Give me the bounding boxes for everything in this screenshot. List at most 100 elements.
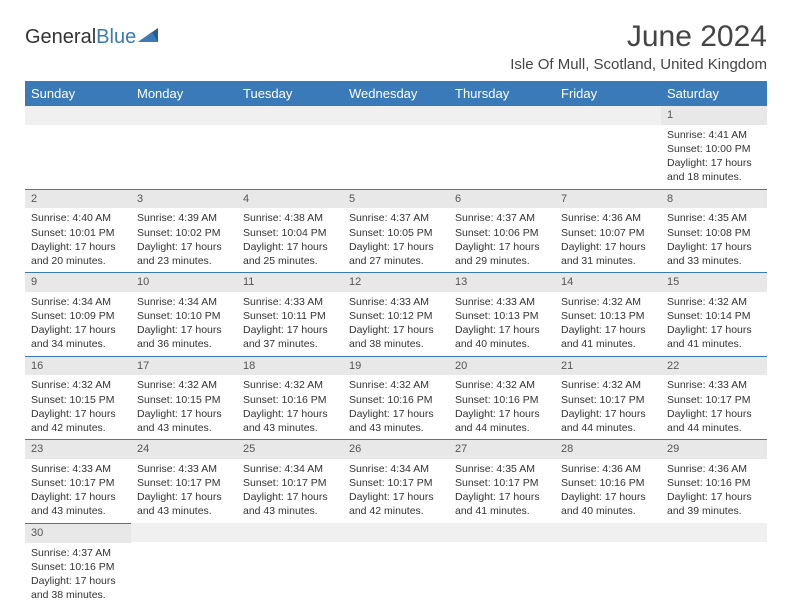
day-line: Sunset: 10:09 PM xyxy=(31,309,125,323)
day-number xyxy=(449,106,555,125)
day-line: Daylight: 17 hours xyxy=(349,407,443,421)
day-number: 28 xyxy=(555,440,661,459)
day-body: Sunrise: 4:32 AMSunset: 10:13 PMDaylight… xyxy=(555,292,661,356)
day-number: 10 xyxy=(131,273,237,292)
day-line: Sunset: 10:05 PM xyxy=(349,226,443,240)
day-line: and 33 minutes. xyxy=(667,254,761,268)
day-body: Sunrise: 4:35 AMSunset: 10:17 PMDaylight… xyxy=(449,459,555,523)
day-line: Sunset: 10:16 PM xyxy=(455,393,549,407)
calendar-day: 30Sunrise: 4:37 AMSunset: 10:16 PMDaylig… xyxy=(25,523,131,606)
day-body: Sunrise: 4:37 AMSunset: 10:16 PMDaylight… xyxy=(25,543,131,607)
day-line: Daylight: 17 hours xyxy=(561,240,655,254)
day-number: 12 xyxy=(343,273,449,292)
day-line: and 29 minutes. xyxy=(455,254,549,268)
calendar-day: 18Sunrise: 4:32 AMSunset: 10:16 PMDaylig… xyxy=(237,356,343,440)
day-line: Sunrise: 4:33 AM xyxy=(137,462,231,476)
day-line: Daylight: 17 hours xyxy=(137,407,231,421)
calendar-day xyxy=(343,523,449,606)
day-body: Sunrise: 4:40 AMSunset: 10:01 PMDaylight… xyxy=(25,208,131,272)
day-line: Sunrise: 4:40 AM xyxy=(31,211,125,225)
day-line: Sunrise: 4:36 AM xyxy=(667,462,761,476)
calendar-day: 13Sunrise: 4:33 AMSunset: 10:13 PMDaylig… xyxy=(449,273,555,357)
day-body: Sunrise: 4:33 AMSunset: 10:17 PMDaylight… xyxy=(661,375,767,439)
logo-word1: General xyxy=(25,26,96,48)
day-line: and 25 minutes. xyxy=(243,254,337,268)
day-body: Sunrise: 4:32 AMSunset: 10:16 PMDaylight… xyxy=(343,375,449,439)
day-line: Sunset: 10:00 PM xyxy=(667,142,761,156)
day-line: Daylight: 17 hours xyxy=(31,407,125,421)
day-line: Sunset: 10:07 PM xyxy=(561,226,655,240)
day-line: Sunrise: 4:34 AM xyxy=(137,295,231,309)
calendar-day: 9Sunrise: 4:34 AMSunset: 10:09 PMDayligh… xyxy=(25,273,131,357)
day-line: Daylight: 17 hours xyxy=(137,490,231,504)
calendar-day: 27Sunrise: 4:35 AMSunset: 10:17 PMDaylig… xyxy=(449,440,555,524)
day-line: Sunrise: 4:34 AM xyxy=(349,462,443,476)
day-line: Sunrise: 4:38 AM xyxy=(243,211,337,225)
day-line: Daylight: 17 hours xyxy=(667,156,761,170)
calendar-day: 14Sunrise: 4:32 AMSunset: 10:13 PMDaylig… xyxy=(555,273,661,357)
day-line: Sunrise: 4:33 AM xyxy=(243,295,337,309)
calendar-day xyxy=(237,523,343,606)
day-number: 4 xyxy=(237,190,343,209)
day-line: Sunrise: 4:32 AM xyxy=(137,378,231,392)
day-line: Sunset: 10:10 PM xyxy=(137,309,231,323)
day-body: Sunrise: 4:32 AMSunset: 10:15 PMDaylight… xyxy=(131,375,237,439)
day-line: and 23 minutes. xyxy=(137,254,231,268)
calendar-day: 4Sunrise: 4:38 AMSunset: 10:04 PMDayligh… xyxy=(237,189,343,273)
day-line: and 18 minutes. xyxy=(667,170,761,184)
day-line: Sunset: 10:08 PM xyxy=(667,226,761,240)
calendar-day xyxy=(449,523,555,606)
day-line: and 43 minutes. xyxy=(137,504,231,518)
day-line: Daylight: 17 hours xyxy=(137,240,231,254)
day-line: Sunrise: 4:33 AM xyxy=(31,462,125,476)
day-line: Sunset: 10:17 PM xyxy=(349,476,443,490)
day-line: and 36 minutes. xyxy=(137,337,231,351)
day-line: Sunset: 10:17 PM xyxy=(137,476,231,490)
day-line: and 44 minutes. xyxy=(561,421,655,435)
day-line: Sunrise: 4:33 AM xyxy=(667,378,761,392)
day-number: 13 xyxy=(449,273,555,292)
day-line: Daylight: 17 hours xyxy=(667,323,761,337)
calendar-week: 9Sunrise: 4:34 AMSunset: 10:09 PMDayligh… xyxy=(25,273,767,357)
day-number: 20 xyxy=(449,357,555,376)
day-line: Sunrise: 4:32 AM xyxy=(349,378,443,392)
day-number: 3 xyxy=(131,190,237,209)
day-body: Sunrise: 4:33 AMSunset: 10:12 PMDaylight… xyxy=(343,292,449,356)
day-line: Sunrise: 4:37 AM xyxy=(455,211,549,225)
day-line: Sunrise: 4:32 AM xyxy=(31,378,125,392)
day-number: 21 xyxy=(555,357,661,376)
calendar-day: 6Sunrise: 4:37 AMSunset: 10:06 PMDayligh… xyxy=(449,189,555,273)
day-line: Sunset: 10:16 PM xyxy=(349,393,443,407)
location: Isle Of Mull, Scotland, United Kingdom xyxy=(510,56,767,73)
day-line: Daylight: 17 hours xyxy=(667,407,761,421)
day-line: Daylight: 17 hours xyxy=(667,490,761,504)
day-line: Daylight: 17 hours xyxy=(31,574,125,588)
day-header-row: Sunday Monday Tuesday Wednesday Thursday… xyxy=(25,81,767,106)
day-line: Sunrise: 4:34 AM xyxy=(243,462,337,476)
day-line: and 43 minutes. xyxy=(31,504,125,518)
calendar-day: 11Sunrise: 4:33 AMSunset: 10:11 PMDaylig… xyxy=(237,273,343,357)
day-header: Friday xyxy=(555,81,661,106)
calendar-day: 7Sunrise: 4:36 AMSunset: 10:07 PMDayligh… xyxy=(555,189,661,273)
day-line: and 31 minutes. xyxy=(561,254,655,268)
calendar-week: 16Sunrise: 4:32 AMSunset: 10:15 PMDaylig… xyxy=(25,356,767,440)
calendar-day: 22Sunrise: 4:33 AMSunset: 10:17 PMDaylig… xyxy=(661,356,767,440)
day-number: 5 xyxy=(343,190,449,209)
day-line: Sunset: 10:17 PM xyxy=(561,393,655,407)
day-line: Sunrise: 4:37 AM xyxy=(349,211,443,225)
day-line: Sunrise: 4:33 AM xyxy=(455,295,549,309)
day-line: and 43 minutes. xyxy=(349,421,443,435)
header: GeneralBlue June 2024 Isle Of Mull, Scot… xyxy=(25,20,767,73)
calendar-week: 23Sunrise: 4:33 AMSunset: 10:17 PMDaylig… xyxy=(25,440,767,524)
day-body: Sunrise: 4:35 AMSunset: 10:08 PMDaylight… xyxy=(661,208,767,272)
calendar-day: 16Sunrise: 4:32 AMSunset: 10:15 PMDaylig… xyxy=(25,356,131,440)
day-number: 22 xyxy=(661,357,767,376)
day-line: and 42 minutes. xyxy=(31,421,125,435)
calendar-week: 30Sunrise: 4:37 AMSunset: 10:16 PMDaylig… xyxy=(25,523,767,606)
calendar-day: 12Sunrise: 4:33 AMSunset: 10:12 PMDaylig… xyxy=(343,273,449,357)
logo: GeneralBlue xyxy=(25,26,160,49)
day-body: Sunrise: 4:34 AMSunset: 10:09 PMDaylight… xyxy=(25,292,131,356)
day-line: Sunrise: 4:36 AM xyxy=(561,211,655,225)
day-number: 25 xyxy=(237,440,343,459)
logo-text: GeneralBlue xyxy=(25,26,136,49)
